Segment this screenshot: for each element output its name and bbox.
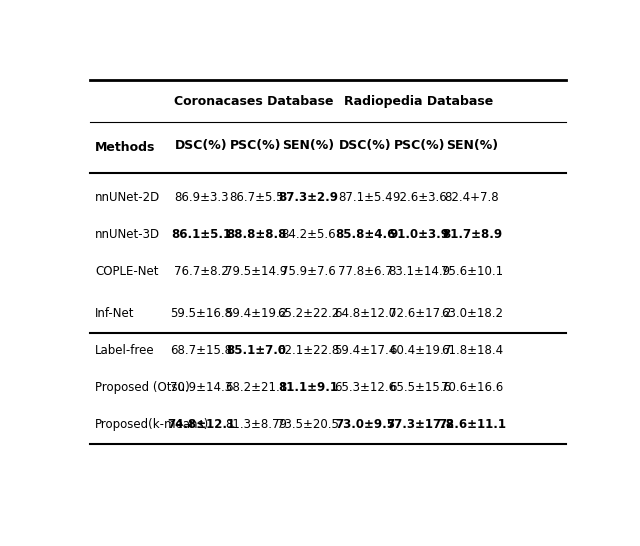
Text: 68.2±21.1: 68.2±21.1 [225,382,287,394]
Text: Radiopedia Database: Radiopedia Database [344,95,493,108]
Text: DSC(%): DSC(%) [339,139,392,152]
Text: 83.1±14.9: 83.1±14.9 [388,265,451,278]
Text: PSC(%): PSC(%) [230,139,282,152]
Text: 86.9±3.3: 86.9±3.3 [174,192,228,204]
Text: 85.1±7.0: 85.1±7.0 [226,345,286,358]
Text: 59.4±19.2: 59.4±19.2 [225,307,287,321]
Text: SEN(%): SEN(%) [446,139,498,152]
Text: 79.5±14.9: 79.5±14.9 [225,265,287,278]
Text: 65.5±15.6: 65.5±15.6 [388,382,451,394]
Text: 59.4±17.4: 59.4±17.4 [334,345,396,358]
Text: Methods: Methods [95,141,156,154]
Text: 74.8±12.1: 74.8±12.1 [168,418,236,431]
Text: 86.1±5.1: 86.1±5.1 [172,228,232,241]
Text: 65.2±22.2: 65.2±22.2 [277,307,339,321]
Text: 75.9±7.6: 75.9±7.6 [281,265,335,278]
Text: Proposed (Otsu): Proposed (Otsu) [95,382,189,394]
Text: 82.4+7.8: 82.4+7.8 [445,192,499,204]
Text: Inf-Net: Inf-Net [95,307,134,321]
Text: 91.0±3.9: 91.0±3.9 [390,228,450,241]
Text: 87.1±5.4: 87.1±5.4 [338,192,392,204]
Text: 88.8±8.8: 88.8±8.8 [226,228,286,241]
Text: COPLE-Net: COPLE-Net [95,265,158,278]
Text: 73.0±9.5: 73.0±9.5 [335,418,396,431]
Text: 77.8±6.7: 77.8±6.7 [338,265,392,278]
Text: 73.5±20.5: 73.5±20.5 [277,418,339,431]
Text: 92.6±3.6: 92.6±3.6 [392,192,447,204]
Text: 72.6±17.2: 72.6±17.2 [388,307,451,321]
Text: 60.4±19.7: 60.4±19.7 [388,345,451,358]
Text: 68.7±15.8: 68.7±15.8 [170,345,232,358]
Text: Coronacases Database: Coronacases Database [174,95,333,108]
Text: 72.6±11.1: 72.6±11.1 [438,418,506,431]
Text: DSC(%): DSC(%) [175,139,228,152]
Text: Label-free: Label-free [95,345,154,358]
Text: 87.3±2.9: 87.3±2.9 [278,192,338,204]
Text: nnUNet-3D: nnUNet-3D [95,228,160,241]
Text: PSC(%): PSC(%) [394,139,445,152]
Text: 63.0±18.2: 63.0±18.2 [441,307,503,321]
Text: 76.7±8.2: 76.7±8.2 [174,265,229,278]
Text: 59.5±16.8: 59.5±16.8 [170,307,232,321]
Text: nnUNet-2D: nnUNet-2D [95,192,160,204]
Text: 64.8±12.0: 64.8±12.0 [334,307,396,321]
Text: 81.3±8.79: 81.3±8.79 [225,418,287,431]
Text: 86.7±5.5: 86.7±5.5 [229,192,284,204]
Text: 75.6±10.1: 75.6±10.1 [441,265,503,278]
Text: 84.2±5.6: 84.2±5.6 [281,228,335,241]
Text: 70.9±14.3: 70.9±14.3 [170,382,232,394]
Text: 70.6±16.6: 70.6±16.6 [441,382,503,394]
Text: 77.3±17.8: 77.3±17.8 [386,418,454,431]
Text: 62.1±22.8: 62.1±22.8 [277,345,339,358]
Text: SEN(%): SEN(%) [282,139,334,152]
Text: 65.3±12.6: 65.3±12.6 [334,382,396,394]
Text: 85.8±4.6: 85.8±4.6 [335,228,396,241]
Text: Proposed(k-means): Proposed(k-means) [95,418,209,431]
Text: 81.1±9.1: 81.1±9.1 [278,382,338,394]
Text: 81.7±8.9: 81.7±8.9 [442,228,502,241]
Text: 61.8±18.4: 61.8±18.4 [441,345,503,358]
